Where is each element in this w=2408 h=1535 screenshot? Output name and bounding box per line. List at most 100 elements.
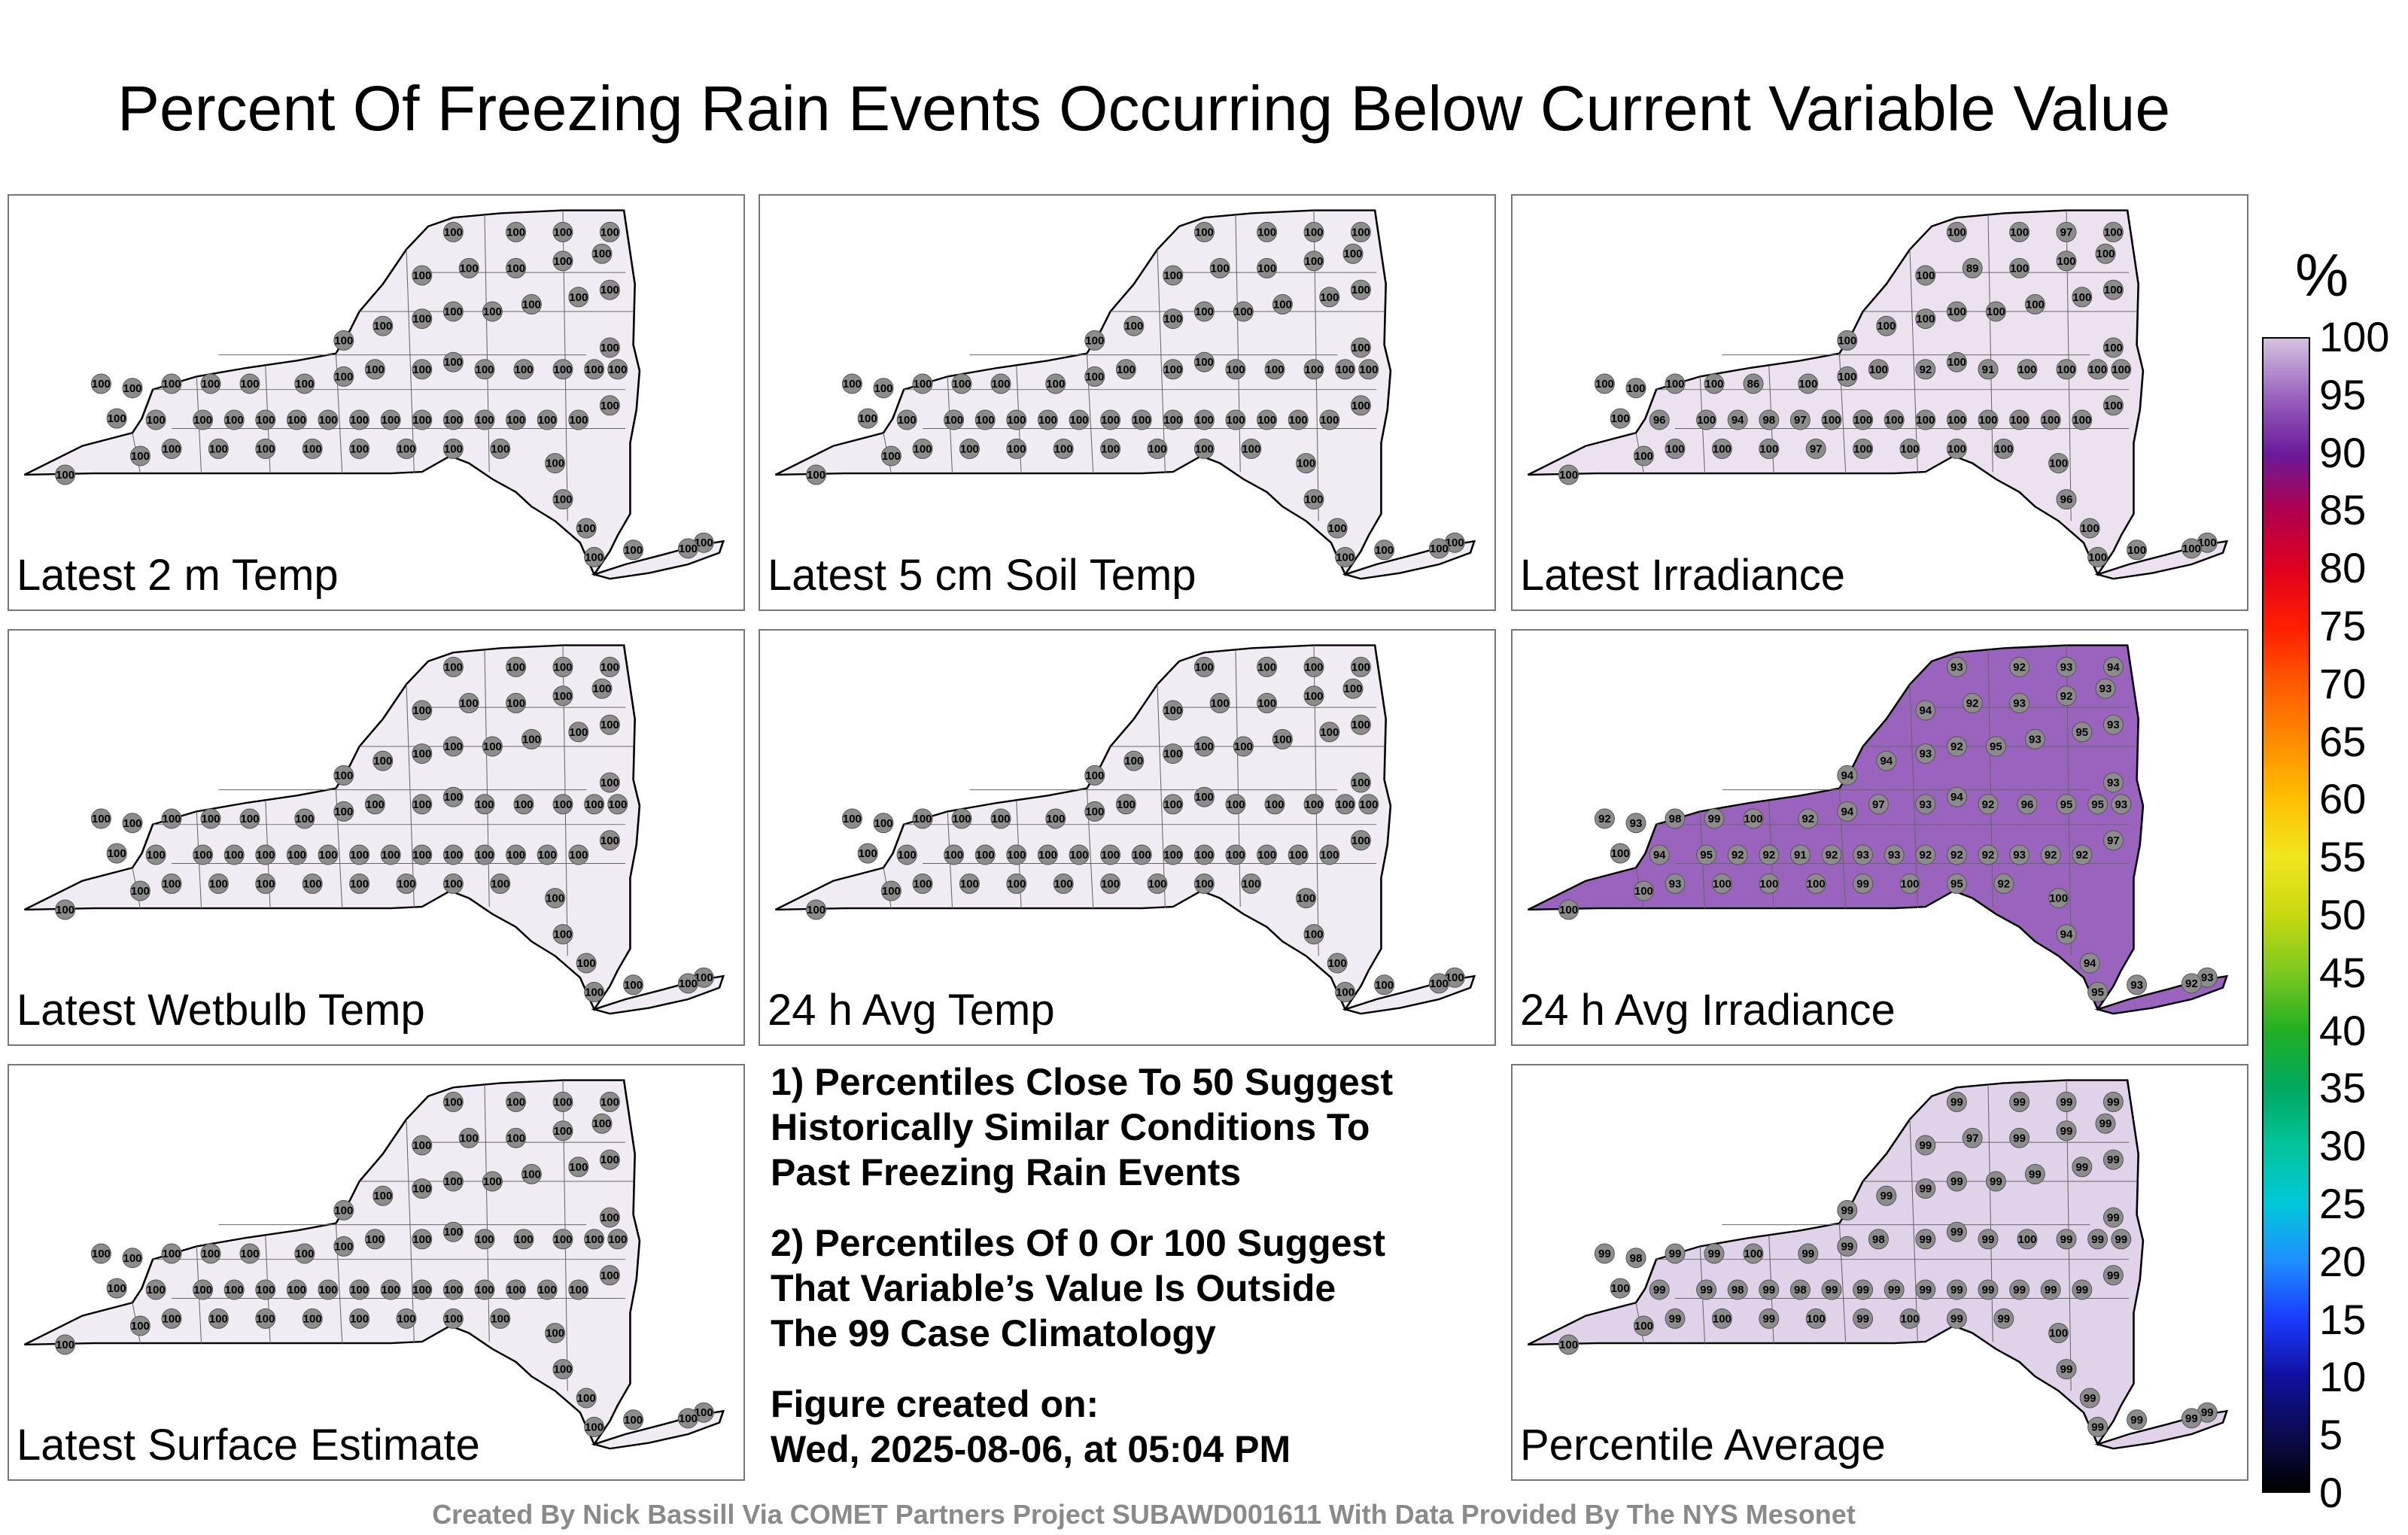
station-value: 100 — [1697, 414, 1716, 427]
station-value: 100 — [1375, 544, 1394, 557]
station-marker — [1241, 438, 1262, 459]
station-value: 100 — [600, 1154, 619, 1166]
station-marker — [1327, 953, 1348, 974]
station-marker — [1084, 366, 1105, 387]
station-value: 100 — [1611, 1282, 1630, 1295]
station-value: 100 — [193, 414, 212, 427]
station-marker — [1100, 844, 1121, 865]
station-marker — [1610, 408, 1631, 429]
panel-label: 24 h Avg Temp — [768, 986, 1055, 1035]
station-value: 99 — [2107, 1211, 2120, 1224]
station-value: 99 — [2099, 1117, 2112, 1130]
station-marker — [506, 257, 527, 278]
station-value: 92 — [2060, 690, 2073, 703]
station-value: 100 — [569, 414, 588, 427]
station-marker — [1257, 221, 1278, 242]
station-marker — [349, 844, 370, 865]
station-marker — [2102, 772, 2124, 793]
station-marker — [349, 873, 370, 894]
station-value: 100 — [1853, 442, 1872, 455]
station-value: 100 — [1446, 536, 1464, 549]
station-marker — [584, 1416, 605, 1437]
station-marker — [396, 873, 417, 894]
station-marker — [537, 844, 558, 865]
colorbar-tick-label: 50 — [2319, 891, 2367, 938]
station-value: 94 — [1841, 769, 1853, 782]
station-value: 99 — [2185, 1412, 2198, 1425]
station-marker — [1711, 1308, 1732, 1329]
station-value: 100 — [976, 849, 995, 862]
station-value: 100 — [1759, 877, 1778, 890]
station-marker — [2040, 844, 2061, 865]
station-value: 100 — [108, 412, 126, 425]
station-value: 100 — [1257, 661, 1276, 673]
station-value: 100 — [1877, 320, 1896, 333]
station-value: 100 — [1759, 442, 1778, 455]
station-value: 100 — [506, 697, 525, 710]
station-value: 100 — [412, 1139, 431, 1152]
station-value: 100 — [444, 414, 463, 427]
station-value: 100 — [1226, 849, 1245, 862]
state-map: 100 100 100 99 99 98 99 99 100 99 99 98 99 99 99 100 99 9… — [1527, 1079, 2229, 1450]
station-marker — [1303, 489, 1324, 510]
station-marker — [576, 953, 597, 974]
station-marker — [2102, 337, 2124, 358]
station-value: 100 — [318, 1284, 337, 1296]
state-outline — [1527, 209, 2145, 577]
county-line — [1909, 684, 1918, 909]
station-value: 100 — [577, 1392, 596, 1405]
station-value: 94 — [2107, 661, 2120, 673]
station-marker — [1374, 540, 1395, 561]
station-marker — [55, 464, 76, 485]
state-map: 100 100 100 100 100 100 100 100 100 100 100 100 100 1… — [774, 644, 1476, 1015]
station-value: 100 — [334, 805, 353, 818]
station-marker — [607, 794, 628, 815]
station-marker — [2111, 359, 2132, 380]
station-marker — [333, 366, 354, 387]
station-value: 100 — [123, 1252, 141, 1265]
colorbar-tick-label: 10 — [2319, 1353, 2367, 1401]
county-line — [1157, 684, 1166, 909]
station-value: 100 — [1257, 849, 1276, 862]
station-value: 100 — [585, 363, 604, 376]
station-value: 100 — [366, 363, 385, 376]
station-value: 100 — [193, 849, 212, 862]
station-marker — [458, 1127, 479, 1148]
station-marker — [521, 293, 542, 315]
station-value: 100 — [131, 885, 150, 898]
station-value: 100 — [1713, 1312, 1732, 1325]
station-marker — [239, 808, 260, 829]
station-marker — [1257, 409, 1278, 430]
station-value: 100 — [1351, 719, 1370, 731]
station-marker — [1884, 409, 1905, 430]
station-value: 93 — [2013, 849, 2026, 862]
station-value: 100 — [913, 378, 932, 391]
station-value: 99 — [1950, 1175, 1963, 1188]
station-marker — [1962, 692, 1983, 713]
colorbar-tick-label: 25 — [2319, 1180, 2367, 1227]
station-marker — [1037, 844, 1058, 865]
station-marker — [90, 808, 111, 829]
station-value: 100 — [483, 1175, 502, 1188]
station-marker — [1006, 873, 1027, 894]
station-marker — [442, 656, 464, 677]
station-marker — [552, 1229, 573, 1250]
station-value: 99 — [2060, 1233, 2073, 1246]
station-value: 100 — [1163, 748, 1182, 761]
station-marker — [412, 743, 433, 764]
station-marker — [1853, 409, 1874, 430]
station-value: 100 — [1634, 885, 1653, 898]
station-value: 100 — [807, 469, 825, 482]
station-marker — [1163, 359, 1184, 380]
station-marker — [1759, 1279, 1780, 1300]
station-value: 94 — [1653, 849, 1666, 862]
station-value: 100 — [592, 682, 611, 695]
station-marker — [1696, 409, 1717, 430]
station-value: 98 — [1872, 1233, 1885, 1246]
station-value: 99 — [2091, 1421, 2104, 1433]
station-marker — [255, 1279, 276, 1300]
station-marker — [412, 1135, 433, 1156]
station-value: 95 — [2091, 798, 2104, 811]
station-marker — [951, 808, 972, 829]
station-value: 100 — [1446, 971, 1464, 984]
